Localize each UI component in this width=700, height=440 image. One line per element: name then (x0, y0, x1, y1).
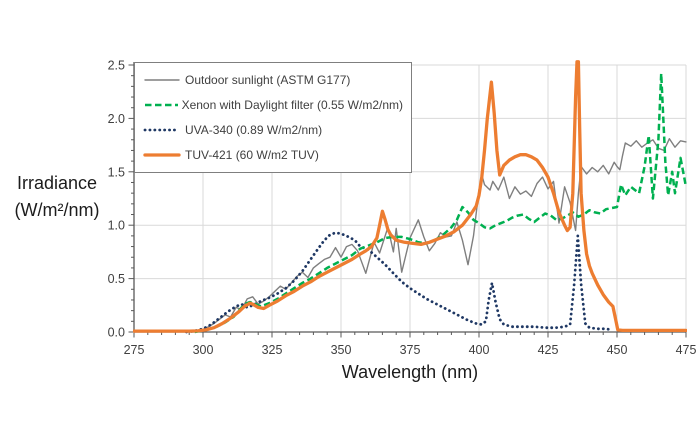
series-line-3 (133, 60, 687, 333)
y-axis-title-line1: Irradiance (16, 173, 98, 193)
x-tick-label-450: 450 (607, 343, 628, 357)
y-axis-title-line2: (W/m²/nm) (14, 200, 100, 220)
x-tick-label-300: 300 (193, 343, 214, 357)
x-tick-label-425: 425 (538, 343, 559, 357)
y-tick-label-1.0: 1.0 (108, 219, 125, 233)
series-line-2 (194, 72, 687, 334)
y-tick-label-0.0: 0.0 (108, 326, 125, 340)
series-line-1 (185, 231, 613, 334)
legend: Outdoor sunlight (ASTM G177) Xenon with D… (134, 62, 412, 173)
legend-item-1: UVA-340 (0.89 W/m2/nm) (143, 123, 403, 137)
y-tick-label-1.5: 1.5 (108, 165, 125, 179)
tick-labels: 275 300 325 350 375 400 425 450 475 0.0 0.5 1.0 1.5 2… (108, 59, 697, 358)
x-axis-title: Wavelength (nm) (341, 362, 479, 382)
legend-item-label: Xenon with Daylight filter (0.55 W/m2/nm… (181, 97, 403, 112)
series-line-0 (191, 138, 687, 333)
x-tick-label-475: 475 (676, 343, 697, 357)
legend-item-label: UVA-340 (0.89 W/m2/nm) (185, 123, 323, 138)
series-lines (133, 60, 687, 334)
legend-line-sample-solid (143, 153, 181, 158)
legend-item-2: Xenon with Daylight filter (0.55 W/m2/nm… (143, 98, 403, 112)
y-axis-title: Irradiance (W/m²/nm) (0, 170, 114, 224)
x-tick-label-275: 275 (124, 343, 145, 357)
x-tick-label-350: 350 (331, 343, 352, 357)
legend-item-label: TUV-421 (60 W/m2 TUV) (185, 148, 319, 163)
legend-item-0: Outdoor sunlight (ASTM G177) (143, 73, 403, 87)
legend-line-sample-dotted (143, 128, 181, 132)
legend-item-label: Outdoor sunlight (ASTM G177) (185, 72, 351, 87)
x-tick-label-325: 325 (262, 343, 283, 357)
legend-line-sample-dashed (145, 103, 178, 107)
y-tick-label-2.0: 2.0 (108, 112, 125, 126)
legend-item-3: TUV-421 (60 W/m2 TUV) (143, 148, 403, 162)
y-tick-label-0.5: 0.5 (108, 272, 125, 286)
x-tick-label-400: 400 (469, 343, 490, 357)
x-tick-label-375: 375 (400, 343, 421, 357)
y-tick-label-2.5: 2.5 (108, 59, 125, 73)
tick-marks (128, 64, 687, 338)
legend-line-sample-solid (144, 78, 180, 81)
